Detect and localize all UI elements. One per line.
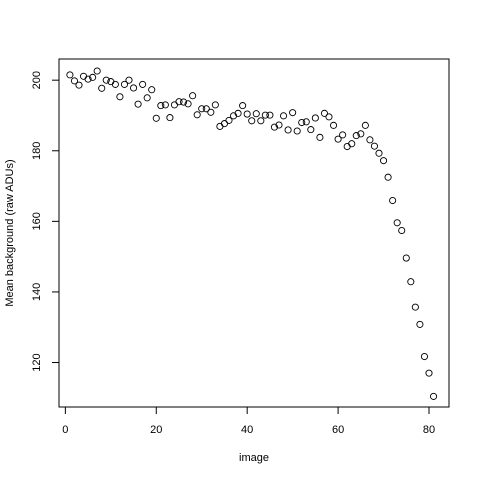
y-tick-label: 120 (31, 353, 43, 371)
data-point (375, 149, 383, 157)
data-point (302, 118, 310, 126)
y-tick-label: 200 (31, 71, 43, 89)
data-point (279, 112, 288, 120)
y-axis-title: Mean background (raw ADUs) (4, 159, 16, 306)
data-point (366, 136, 374, 144)
y-tick-label: 140 (31, 283, 43, 301)
data-point (420, 352, 429, 361)
data-point (334, 135, 342, 143)
data-point (157, 102, 165, 110)
data-point (207, 108, 215, 116)
data-point (270, 123, 279, 131)
data-point (216, 122, 224, 130)
x-tick-label: 60 (332, 424, 344, 436)
data-point (357, 130, 365, 138)
data-point (129, 84, 138, 92)
data-point (348, 140, 356, 148)
data-point (329, 121, 338, 129)
x-tick-label: 20 (150, 424, 162, 436)
data-point (407, 278, 415, 286)
data-point (425, 369, 433, 377)
data-point (161, 101, 169, 109)
y-tick-label: 160 (31, 212, 43, 230)
data-point (298, 118, 306, 127)
x-tick-label: 80 (423, 424, 435, 436)
data-point (379, 157, 388, 165)
data-point (316, 133, 324, 141)
data-point (389, 196, 397, 205)
data-point (125, 76, 133, 84)
data-point (79, 72, 88, 80)
data-point (361, 121, 369, 129)
data-point (184, 100, 192, 108)
data-point (284, 126, 292, 134)
data-point (261, 111, 269, 119)
data-point (102, 76, 110, 84)
data-point (320, 109, 329, 117)
data-point (193, 111, 201, 119)
y-axis: 120 140 160 180 200 (31, 71, 60, 372)
data-point (84, 75, 92, 83)
data-point (143, 94, 151, 102)
data-point (248, 117, 256, 125)
data-point (66, 71, 74, 79)
data-point (148, 86, 156, 94)
x-axis: 0 20 40 60 80 (62, 406, 435, 436)
data-point (166, 114, 174, 122)
data-point (152, 114, 160, 122)
data-point (289, 109, 297, 117)
data-point (352, 132, 360, 140)
data-point (275, 121, 283, 129)
data-point (70, 77, 79, 85)
data-point (134, 100, 142, 108)
data-point (393, 219, 401, 227)
data-point (384, 173, 392, 181)
x-tick-label: 40 (241, 424, 253, 436)
data-point (257, 117, 265, 125)
data-point (211, 101, 219, 109)
data-point (189, 92, 197, 100)
data-points (66, 67, 438, 400)
data-point (170, 101, 179, 109)
data-point (370, 142, 379, 150)
x-tick-label: 0 (62, 424, 68, 436)
data-point (339, 131, 347, 139)
data-point (239, 102, 247, 110)
data-point (398, 226, 406, 235)
data-point (75, 81, 83, 89)
data-point (293, 127, 301, 135)
data-point (139, 80, 147, 88)
data-point (111, 80, 119, 88)
data-point (234, 109, 242, 117)
y-tick-label: 180 (31, 142, 43, 160)
data-point (411, 303, 419, 311)
data-point (325, 113, 333, 121)
data-point (202, 105, 210, 113)
data-point (89, 73, 97, 81)
data-point (311, 114, 319, 122)
data-point (116, 93, 124, 101)
data-point (225, 116, 233, 124)
data-point (243, 110, 251, 118)
data-point (429, 392, 438, 400)
data-point (93, 67, 101, 75)
data-point (416, 320, 424, 328)
data-point (307, 126, 315, 134)
data-point (343, 142, 351, 151)
data-point (179, 98, 188, 106)
data-point (220, 120, 229, 128)
x-axis-title: image (239, 452, 269, 464)
data-point (402, 254, 410, 262)
data-point (120, 80, 129, 88)
data-point (175, 98, 183, 106)
data-point (98, 84, 106, 92)
data-point (266, 111, 274, 119)
data-point (198, 105, 206, 113)
data-point (252, 110, 260, 118)
